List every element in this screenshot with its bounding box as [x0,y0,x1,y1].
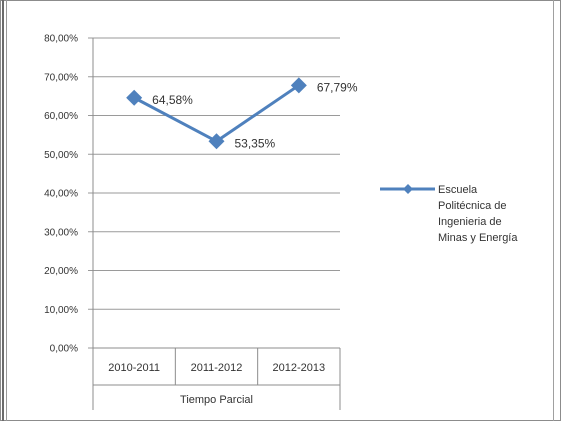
axes [92,38,341,410]
y-tick-label: 30,00% [44,227,78,238]
y-tick-label: 50,00% [44,150,78,161]
series-layer [126,77,307,150]
window-right-border [553,0,554,421]
y-axis-ticks: 0,00% 10,00% 20,00% 30,00% 40,00% 50,00% 60,00… [44,34,93,355]
data-point-marker [290,77,307,94]
legend: Escuela Politécnica de Ingenieria de Minas … [380,184,518,244]
y-tick-label: 20,00% [44,266,78,277]
legend-label-line: Ingenieria de [438,216,502,228]
x-axis-group-label: Tiempo Parcial [180,394,253,406]
data-label: 64,58% [152,93,193,107]
y-tick-label: 60,00% [44,111,78,122]
legend-label: Escuela Politécnica de Ingenieria de Minas … [438,184,518,244]
window-left-border [2,0,4,421]
data-label: 53,35% [235,136,276,150]
x-axis-categories: 2010-2011 2011-2012 2012-2013 [108,362,325,374]
y-tick-label: 40,00% [44,189,78,200]
x-category-label: 2012-2013 [273,362,326,374]
y-tick-label: 70,00% [44,72,78,83]
legend-label-line: Politécnica de [438,200,507,212]
data-point-marker [208,133,225,150]
gridlines [93,37,340,310]
x-category-label: 2011-2012 [191,362,243,374]
y-tick-label: 80,00% [44,34,78,45]
y-tick-label: 10,00% [44,305,78,316]
data-label: 67,79% [317,80,358,94]
legend-label-line: Minas y Energía [438,232,518,244]
legend-marker [403,184,413,194]
legend-label-line: Escuela [438,184,478,196]
y-tick-label: 0,00% [50,344,78,355]
data-point-marker [126,89,143,106]
x-category-label: 2010-2011 [108,362,160,374]
window-left-border-inner [6,0,7,421]
data-labels: 64,58% 53,35% 67,79% [152,80,358,150]
